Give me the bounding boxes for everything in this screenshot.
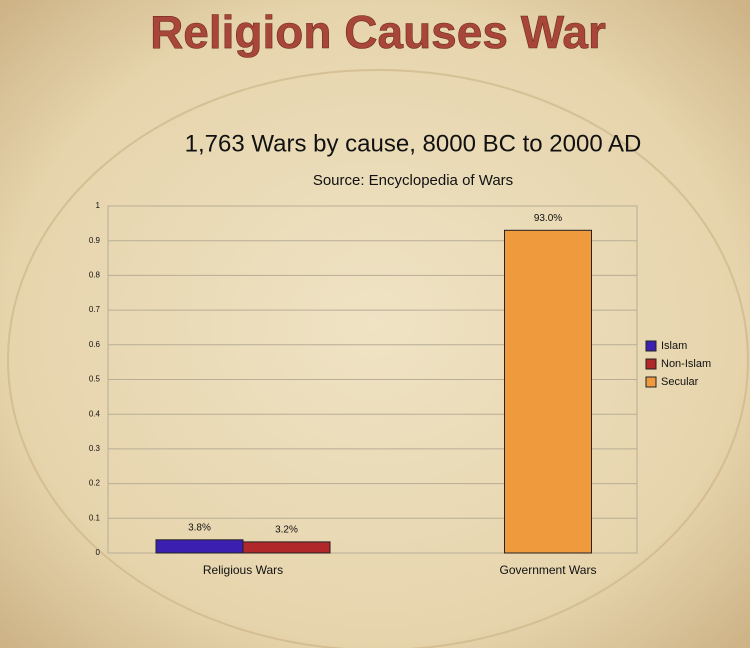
bar (242, 541, 331, 554)
y-tick-label: 0.7 (89, 305, 101, 314)
y-tick-label: 0.1 (89, 513, 101, 522)
legend-swatch (645, 358, 657, 370)
y-tick-label: 0.3 (89, 444, 101, 453)
y-tick-label: 0.6 (89, 340, 101, 349)
slide-title: Religion Causes War (150, 6, 606, 58)
bar (504, 229, 592, 554)
y-tick-label: 1 (96, 201, 101, 210)
chart-title: 1,763 Wars by cause, 8000 BC to 2000 AD (185, 130, 642, 157)
legend-label: Non-Islam (661, 358, 711, 370)
legend-swatch (645, 340, 657, 352)
x-tick-label: Religious Wars (203, 563, 283, 577)
chart-subtitle: Source: Encyclopedia of Wars (313, 172, 513, 189)
y-tick-label: 0.2 (89, 479, 101, 488)
y-tick-label: 0.9 (89, 236, 101, 245)
decoration (7, 69, 749, 648)
y-tick-label: 0 (96, 548, 101, 557)
y-tick-label: 0.5 (89, 375, 101, 384)
bar (155, 539, 244, 554)
y-tick-label: 0.8 (89, 271, 101, 280)
value-label: 3.8% (188, 522, 211, 533)
legend-swatch (645, 376, 657, 388)
y-tick-label: 0.4 (89, 409, 101, 418)
value-label: 3.2% (275, 525, 298, 536)
legend-label: Islam (661, 340, 687, 352)
x-tick-label: Government Wars (500, 563, 597, 577)
legend-label: Secular (661, 376, 699, 388)
value-label: 93.0% (534, 213, 562, 224)
